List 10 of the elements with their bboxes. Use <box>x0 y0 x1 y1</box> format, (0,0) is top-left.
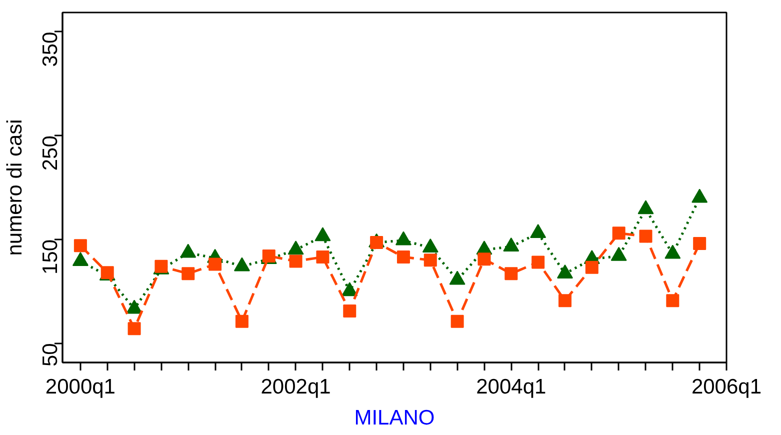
y-tick-label: 350 <box>39 32 62 67</box>
x-tick-label: 2002q1 <box>260 376 331 398</box>
y-tick-label: 250 <box>39 136 62 171</box>
y-axis-title: numero di casi <box>4 119 26 256</box>
x-tick-label: 2000q1 <box>45 376 116 398</box>
x-tick-label: 2004q1 <box>476 376 546 398</box>
x-tick-label: 2006q1 <box>691 376 762 398</box>
y-tick-label: 50 <box>39 343 62 367</box>
y-tick-label: 150 <box>39 239 62 274</box>
x-axis-title: MILANO <box>354 406 435 430</box>
